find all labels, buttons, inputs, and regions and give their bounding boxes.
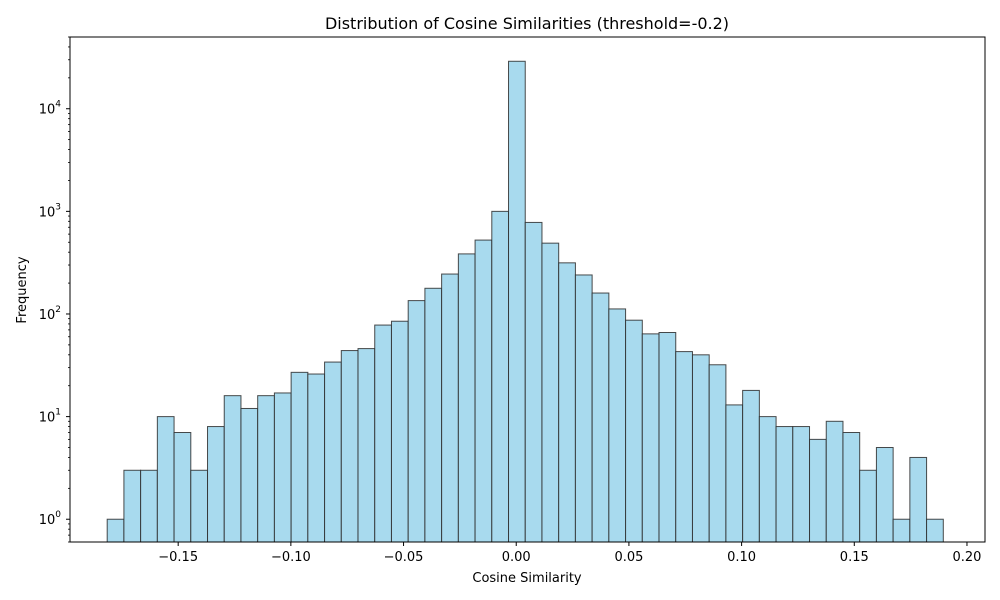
histogram-bar [725, 404, 744, 543]
plot-frame [69, 36, 986, 543]
histogram-bar [691, 354, 710, 543]
x-tick-label: 0.10 [727, 550, 756, 565]
histogram-bar [926, 518, 944, 543]
histogram-bar [190, 469, 209, 543]
y-tick-label: 101 [39, 408, 61, 426]
histogram-bar [207, 426, 225, 543]
bars-group [106, 60, 944, 543]
histogram-bar [758, 416, 777, 543]
histogram-bar [273, 392, 292, 543]
histogram-bar [390, 320, 409, 543]
histogram-bar [708, 364, 727, 543]
x-tick-label: 0.00 [502, 550, 531, 565]
histogram-bar [424, 287, 443, 543]
histogram-bar [825, 420, 844, 543]
histogram-bar [474, 239, 493, 543]
histogram-bar [374, 324, 392, 543]
x-tick-label: 0.15 [840, 550, 869, 565]
histogram-bar [340, 350, 359, 543]
histogram-bar [357, 348, 376, 543]
y-tick-label: 104 [39, 100, 62, 118]
x-tick-label: −0.15 [158, 550, 198, 565]
histogram-bar [809, 438, 827, 543]
axes-group: −0.15 −0.10 −0.05 0.00 0.05 0.10 0.15 0.20 100 10… [39, 36, 986, 565]
histogram-bar [875, 447, 894, 543]
x-tick-label: −0.05 [384, 550, 424, 565]
histogram-bar [140, 469, 158, 543]
histogram-bar [641, 333, 660, 543]
histogram-bar [407, 300, 426, 543]
y-tick-label: 102 [39, 305, 61, 323]
histogram-bar [541, 242, 560, 543]
histogram-bar [106, 518, 125, 543]
histogram-bar [240, 407, 259, 543]
histogram-bar [775, 426, 794, 543]
histogram-bar [909, 456, 928, 543]
histogram-bar [123, 469, 142, 543]
histogram-bar [574, 274, 593, 543]
histogram-bar [307, 373, 326, 543]
histogram-bar [625, 319, 643, 543]
histogram-bar [324, 361, 342, 543]
histogram-bar [173, 432, 192, 543]
histogram-bar [441, 273, 459, 543]
histogram-bar [859, 469, 877, 543]
histogram-bar [290, 371, 309, 543]
y-tick-label: 100 [39, 510, 62, 528]
histogram-bar [457, 253, 476, 543]
histogram-bar [156, 416, 175, 543]
histogram-bar [675, 351, 693, 543]
histogram-bar [792, 426, 811, 543]
histogram-bar [524, 221, 543, 543]
x-axis-label: Cosine Similarity [472, 571, 582, 586]
histogram-bar [742, 389, 760, 543]
x-tick-label: 0.20 [952, 550, 981, 565]
y-tick-label: 103 [39, 202, 61, 220]
histogram-bar [608, 308, 627, 543]
x-tick-label: 0.05 [614, 550, 643, 565]
y-axis-label: Frequency [15, 256, 30, 323]
histogram-bar [892, 518, 911, 543]
histogram-bar [491, 210, 510, 543]
histogram-bar [842, 432, 861, 543]
histogram-bar [257, 395, 275, 543]
x-tick-label: −0.10 [271, 550, 311, 565]
histogram-bar [223, 395, 242, 543]
histogram-bar [558, 262, 576, 543]
histogram-bar [508, 60, 526, 543]
histogram-bar [658, 332, 677, 543]
histogram-bar [591, 292, 610, 543]
chart-title: Distribution of Cosine Similarities (thr… [325, 14, 729, 33]
